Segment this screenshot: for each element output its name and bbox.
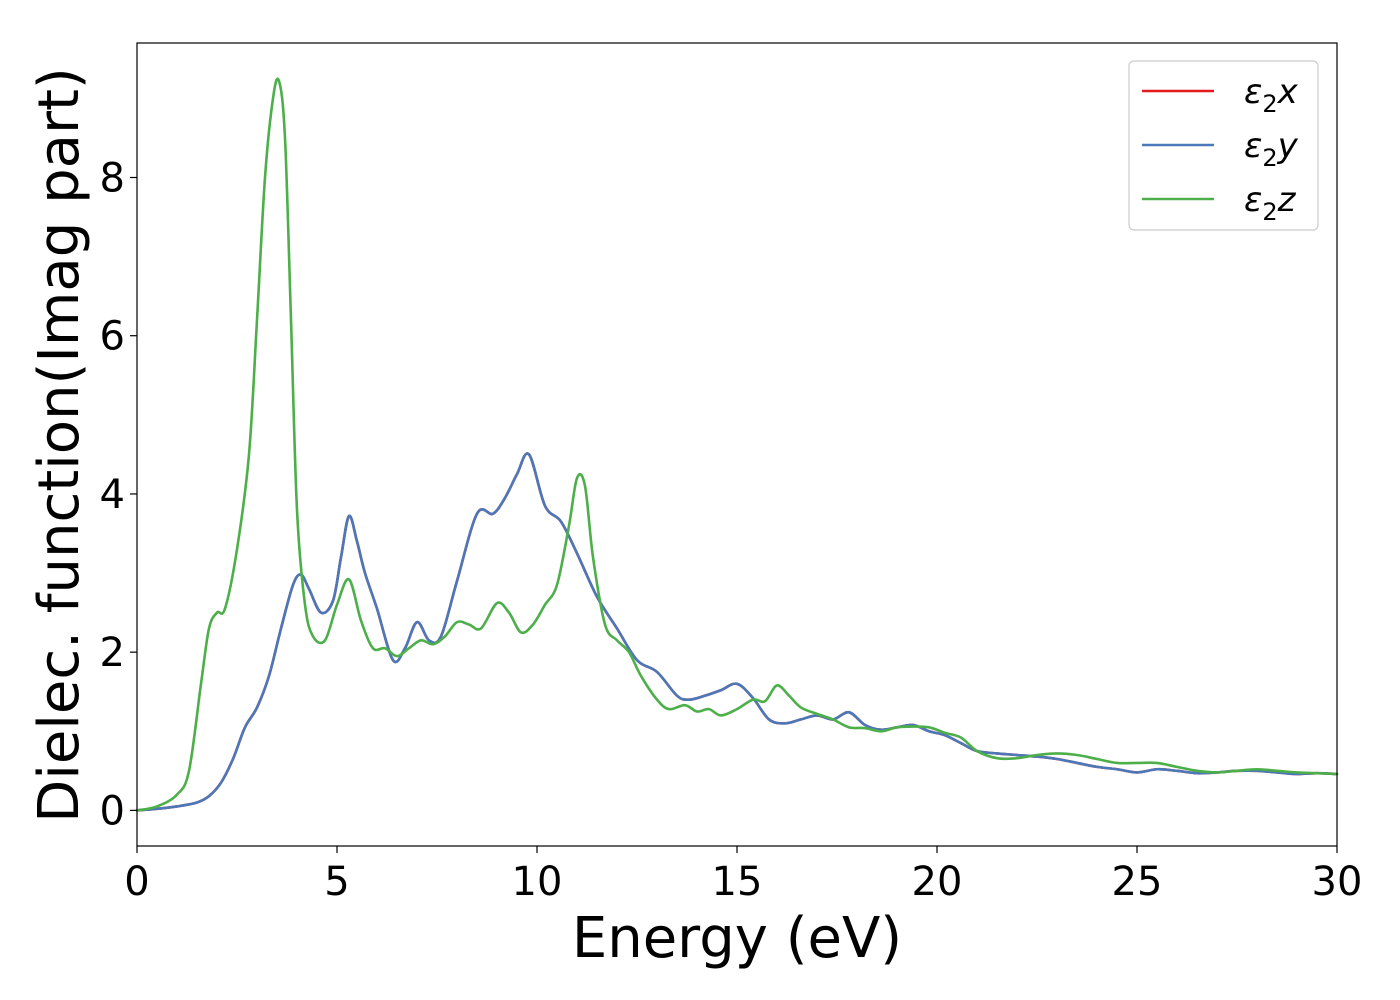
x-tick-label: 15	[712, 859, 763, 905]
x-axis-label: Energy (eV)	[572, 906, 902, 971]
y-tick-label: 2	[100, 630, 125, 676]
x-tick-label: 10	[512, 859, 563, 905]
series-line-y	[135, 452, 1339, 812]
y-tick-label: 4	[100, 472, 125, 518]
y-axis-label: Dielec. function(Imag part)	[27, 67, 92, 823]
x-tick-label: 30	[1312, 859, 1363, 905]
series-layer	[135, 77, 1339, 812]
x-tick-label: 5	[324, 859, 349, 905]
x-tick-label: 20	[912, 859, 963, 905]
legend-label-x: ε2x	[1244, 72, 1299, 118]
y-axis: 0 2 4 6 8	[100, 155, 137, 834]
legend-box	[1128, 60, 1319, 231]
legend-label-z: ε2z	[1244, 180, 1297, 226]
legend-label-y: ε2y	[1244, 126, 1299, 172]
x-tick-label: 25	[1112, 859, 1163, 905]
y-tick-label: 8	[100, 155, 125, 201]
series-line-z	[135, 77, 1339, 812]
legend: ε2x ε2y ε2z	[1128, 60, 1319, 231]
x-axis: 0 5 10 15 20 25 30	[124, 846, 1362, 905]
y-tick-label: 6	[100, 314, 125, 360]
y-tick-label: 0	[100, 788, 125, 834]
x-tick-label: 0	[124, 859, 149, 905]
